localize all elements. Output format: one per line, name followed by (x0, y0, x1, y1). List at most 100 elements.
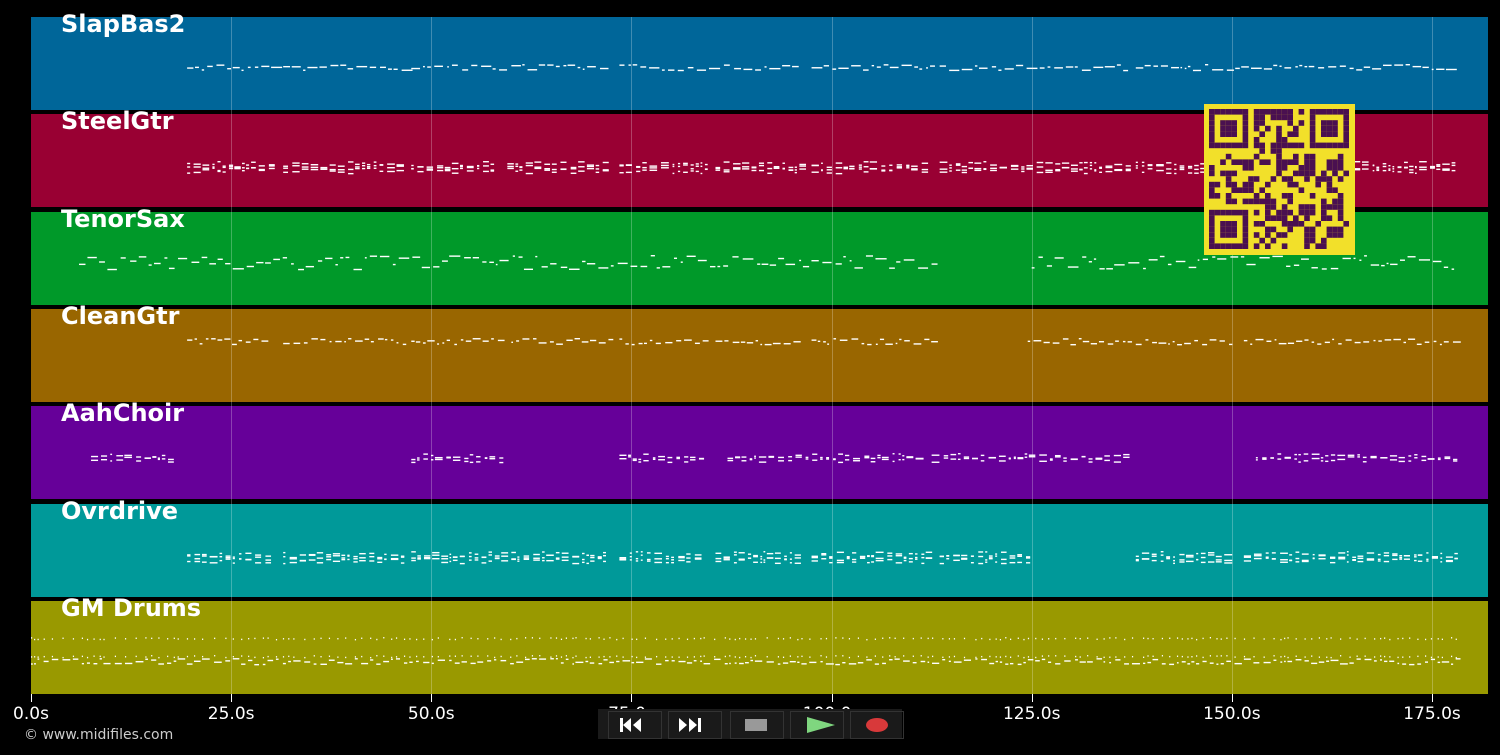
note (1436, 164, 1441, 166)
note (911, 168, 918, 170)
note (1384, 660, 1388, 663)
note (1196, 655, 1198, 657)
note (1325, 455, 1329, 457)
note (225, 656, 227, 659)
track-aahchoir[interactable]: AahChoir (31, 399, 1488, 499)
note-lane (187, 64, 1457, 72)
note (654, 552, 663, 555)
fast-forward-button[interactable] (668, 711, 722, 739)
note (241, 638, 243, 641)
note (733, 554, 737, 556)
note (477, 638, 479, 640)
note (449, 553, 452, 556)
note (313, 655, 315, 657)
note (370, 341, 374, 343)
note (369, 555, 375, 558)
note (753, 561, 758, 563)
note (1188, 266, 1197, 269)
note (1123, 69, 1129, 72)
note (1442, 169, 1450, 171)
note (795, 456, 802, 458)
note (464, 460, 469, 463)
note (43, 655, 45, 658)
note (217, 339, 223, 341)
note (1152, 655, 1154, 658)
note (672, 163, 675, 166)
note (1158, 342, 1167, 344)
note (563, 64, 567, 67)
note (1173, 562, 1175, 565)
note (1141, 165, 1145, 167)
note (665, 561, 669, 564)
note (1439, 343, 1442, 346)
note (636, 638, 638, 641)
note (345, 637, 347, 639)
note (1342, 257, 1351, 260)
note (1389, 459, 1398, 461)
note (202, 167, 210, 169)
note (609, 661, 614, 664)
rewind-button[interactable] (608, 711, 662, 739)
note (1109, 656, 1111, 658)
note (337, 171, 345, 173)
note (348, 338, 352, 340)
track-slapbas2[interactable]: SlapBas2 (31, 10, 1488, 110)
note (449, 659, 452, 662)
note (507, 163, 514, 165)
note (753, 554, 758, 557)
stop-button[interactable] (730, 711, 784, 739)
note (677, 170, 681, 173)
note (1366, 552, 1375, 554)
note (491, 338, 494, 340)
note (603, 638, 605, 640)
note (369, 255, 378, 257)
note (466, 170, 474, 172)
note (441, 561, 449, 564)
note (459, 555, 465, 558)
note (723, 161, 730, 163)
note (1325, 460, 1329, 463)
note (1445, 559, 1453, 562)
note (1045, 169, 1053, 172)
record-button[interactable] (850, 711, 904, 739)
note (1226, 69, 1234, 71)
play-button[interactable] (790, 711, 844, 739)
note (430, 459, 434, 461)
note (423, 557, 431, 560)
note (124, 662, 133, 665)
note (985, 561, 988, 563)
note (373, 161, 377, 163)
track-ovrdrive[interactable]: Ovrdrive (31, 497, 1488, 597)
note (671, 561, 674, 564)
note (337, 638, 339, 640)
note (246, 265, 254, 268)
note (1380, 659, 1383, 661)
note (320, 338, 326, 341)
note (1295, 551, 1300, 553)
note (219, 559, 223, 562)
note (31, 663, 33, 665)
note (566, 339, 573, 341)
track-cleangtr[interactable]: CleanGtr (31, 302, 1488, 402)
note (1392, 558, 1398, 561)
note (1087, 655, 1089, 657)
note (1128, 262, 1140, 264)
note (1025, 562, 1031, 564)
note (81, 655, 84, 658)
note (1277, 453, 1282, 455)
note (1330, 656, 1332, 659)
note (403, 662, 408, 664)
note (751, 169, 757, 172)
note (466, 165, 474, 168)
track-gm-drums[interactable]: GM Drums (31, 594, 1488, 694)
note (525, 162, 533, 164)
note (724, 663, 728, 665)
note (925, 557, 933, 559)
note (715, 552, 722, 554)
note (434, 65, 443, 68)
note (411, 164, 414, 167)
note (1417, 560, 1423, 562)
note (1392, 554, 1398, 557)
note (595, 164, 600, 167)
note (1041, 655, 1044, 657)
